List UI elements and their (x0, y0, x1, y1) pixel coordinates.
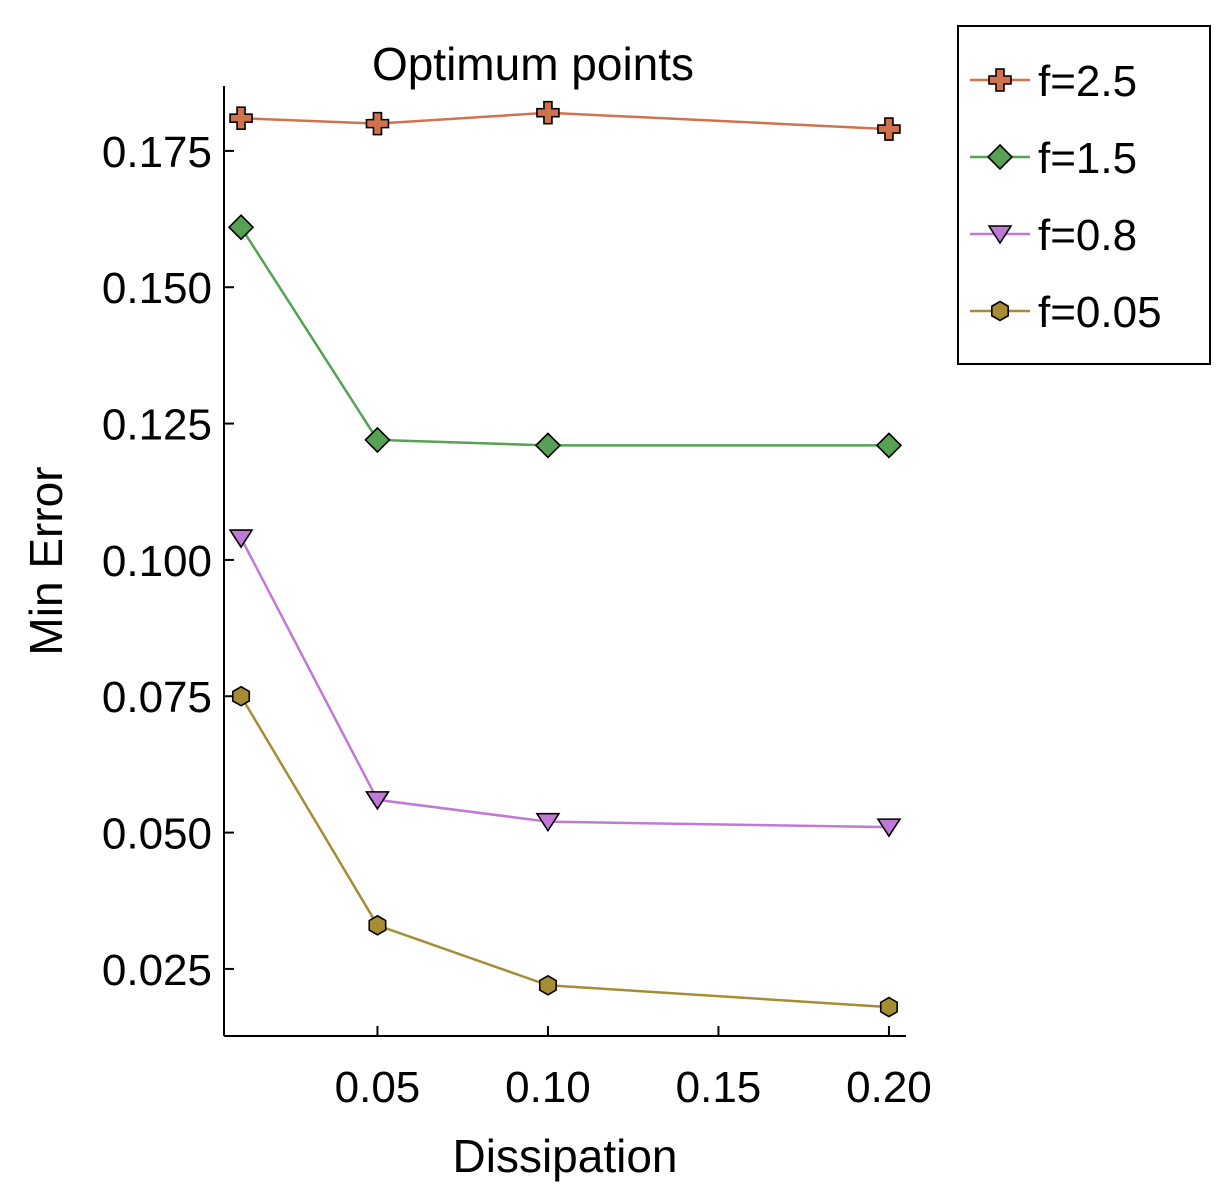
y-tick-label: 0.075 (102, 673, 212, 722)
y-tick-label: 0.150 (102, 264, 212, 313)
data-point (364, 791, 390, 811)
legend-marker (988, 68, 1012, 92)
legend-label: f=2.5 (1038, 57, 1137, 106)
data-point (534, 432, 562, 459)
y-tick-label: 0.175 (102, 128, 212, 177)
data-point (875, 432, 903, 459)
data-point (368, 914, 387, 936)
legend-items: f=2.5 f=1.5 f=0.8 f=0.05 (970, 57, 1162, 337)
data-point (879, 996, 898, 1018)
data-point (229, 106, 253, 130)
legend-marker (990, 300, 1010, 322)
legend-label: f=1.5 (1038, 134, 1137, 183)
series-line (239, 537, 889, 829)
series-line (239, 695, 890, 1009)
y-tick-label: 0.125 (102, 401, 212, 450)
x-axis-label: Dissipation (453, 1130, 678, 1182)
data-point (227, 214, 255, 241)
y-ticks: 0.025 0.050 0.075 0.100 0.125 0.150 0.175 (102, 128, 234, 995)
series-markers (227, 100, 903, 1018)
x-tick-label: 0.10 (505, 1063, 591, 1112)
y-tick-label: 0.100 (102, 537, 212, 586)
legend-label: f=0.8 (1038, 211, 1137, 260)
data-point (877, 117, 901, 141)
data-point (232, 685, 251, 707)
data-point (228, 529, 254, 549)
data-point (876, 818, 902, 838)
data-point (538, 974, 557, 996)
data-point (365, 111, 390, 136)
series-line (239, 226, 889, 447)
y-tick-label: 0.025 (102, 946, 212, 995)
y-tick-label: 0.050 (102, 810, 212, 859)
legend-marker (987, 225, 1013, 245)
data-point (536, 100, 560, 125)
x-tick-label: 0.20 (846, 1063, 932, 1112)
data-point (364, 426, 391, 454)
y-axis-label: Min Error (20, 466, 72, 655)
series-line (241, 111, 890, 131)
legend-marker (986, 143, 1014, 171)
x-tick-label: 0.05 (335, 1063, 421, 1112)
plot-area: 0.025 0.050 0.075 0.100 0.125 0.150 0.175 0.05… (102, 86, 932, 1112)
series-lines (239, 111, 890, 1009)
data-point (535, 812, 561, 833)
legend: f=2.5 f=1.5 f=0.8 f=0.05 (957, 25, 1211, 365)
legend-label: f=0.05 (1038, 288, 1162, 337)
chart-title: Optimum points (372, 38, 694, 90)
x-ticks: 0.05 0.10 0.15 0.20 (335, 1026, 932, 1112)
x-tick-label: 0.15 (676, 1063, 762, 1112)
